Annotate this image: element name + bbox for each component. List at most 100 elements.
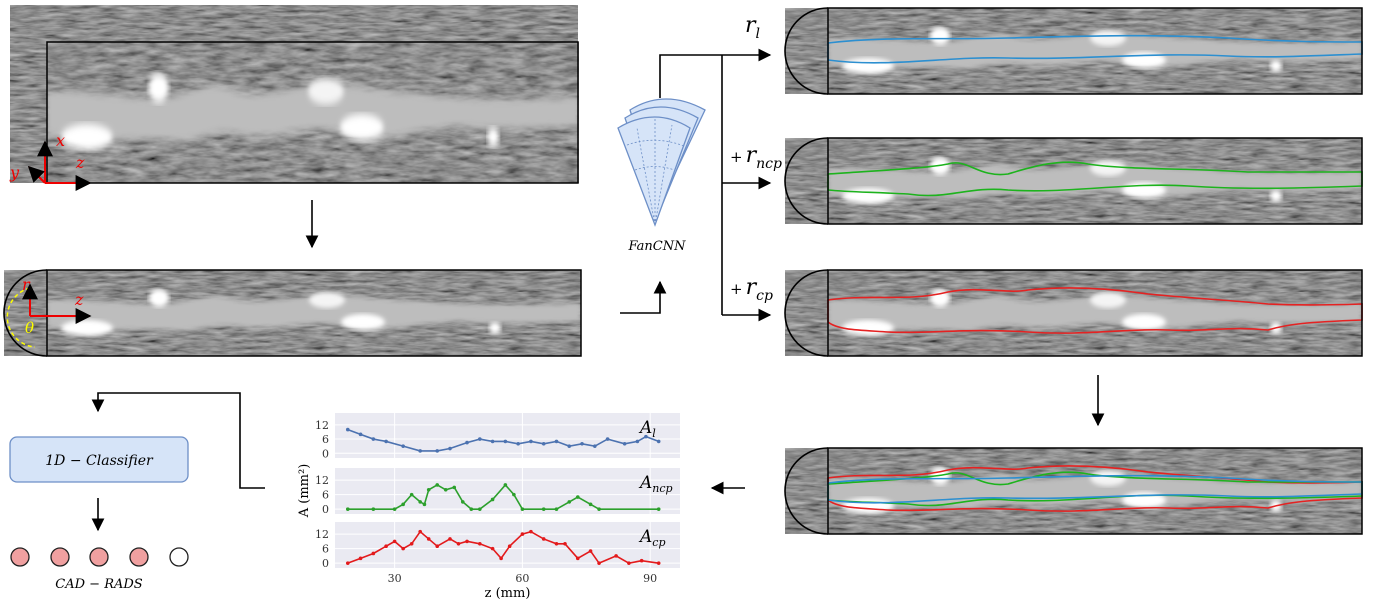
data-point	[461, 500, 465, 504]
y-axis-label: A (mm²)	[297, 464, 312, 519]
data-point	[597, 561, 601, 565]
axis-theta: θ	[25, 319, 34, 337]
y-tick-label: 0	[322, 447, 329, 460]
plot-background	[335, 413, 680, 458]
data-point	[478, 437, 482, 441]
data-point	[636, 440, 640, 444]
data-point	[529, 440, 533, 444]
data-point	[410, 542, 414, 546]
image-cap	[785, 138, 828, 224]
data-point	[465, 540, 469, 544]
data-point	[346, 561, 350, 565]
data-point	[435, 449, 439, 453]
data-point	[555, 440, 559, 444]
data-point	[478, 542, 482, 546]
label-symbol: A	[638, 473, 652, 493]
data-point	[359, 557, 363, 561]
data-point	[491, 440, 495, 444]
image	[828, 8, 1362, 94]
data-point	[393, 540, 397, 544]
data-point	[423, 503, 427, 507]
data-point	[410, 493, 414, 497]
data-point	[529, 530, 533, 534]
data-point	[401, 503, 405, 507]
x-axis-label: z (mm)	[485, 586, 531, 601]
data-point	[452, 486, 456, 490]
data-point	[346, 507, 350, 511]
data-point	[640, 559, 644, 563]
chart-panel: 06 12 Ancp A (mm²)	[297, 464, 680, 519]
data-point	[521, 507, 525, 511]
image	[828, 138, 1362, 224]
segmentations	[785, 8, 1362, 534]
y-tick-label: 0	[322, 557, 329, 570]
y-tick-label: 6	[322, 543, 329, 556]
data-point	[542, 537, 546, 541]
data-point	[491, 498, 495, 502]
label-subscript: ncp	[652, 482, 672, 495]
volume: x z y	[9, 5, 579, 183]
data-point	[444, 488, 448, 492]
data-point	[657, 440, 661, 444]
plot-background	[335, 468, 680, 514]
data-point	[393, 507, 397, 511]
data-point	[589, 503, 593, 507]
data-point	[427, 537, 431, 541]
label-symbol: A	[638, 527, 652, 547]
output-label: +rcp	[730, 275, 773, 304]
data-point	[597, 507, 601, 511]
x-tick-label: 30	[388, 572, 402, 585]
data-point	[614, 554, 618, 558]
data-point	[563, 542, 567, 546]
data-point	[516, 442, 520, 446]
network-label: FanCNN	[628, 239, 687, 254]
data-point	[555, 507, 559, 511]
data-point	[457, 542, 461, 546]
y-tick-label: 6	[322, 489, 329, 502]
data-point	[542, 442, 546, 446]
data-point	[491, 547, 495, 551]
data-point	[521, 532, 525, 536]
output-label: +rncp	[730, 143, 782, 172]
axis-r: r	[22, 275, 31, 294]
y-tick-label: 0	[322, 503, 329, 516]
x-tick-label: 90	[643, 572, 657, 585]
data-point	[384, 544, 388, 548]
data-point	[542, 507, 546, 511]
image-cap	[785, 8, 828, 94]
data-point	[448, 447, 452, 451]
data-point	[606, 437, 610, 441]
data-point	[499, 557, 503, 561]
y-tick-label: 6	[322, 433, 329, 446]
axis-z: z	[75, 153, 85, 172]
data-point	[627, 561, 631, 565]
y-tick-label: 12	[315, 474, 329, 487]
data-point	[401, 547, 405, 551]
data-point	[401, 444, 405, 448]
axis-x: x	[56, 131, 65, 150]
figure: x z y r z θ FanCNN rl +rncp +rcp 1D − Cl…	[0, 0, 1385, 604]
fancnn-icon	[618, 99, 705, 225]
data-point	[372, 552, 376, 556]
data-point	[469, 507, 473, 511]
arrow	[620, 282, 660, 313]
data-point	[567, 500, 571, 504]
data-point	[576, 495, 580, 499]
data-point	[372, 437, 376, 441]
data-point	[580, 442, 584, 446]
data-point	[384, 440, 388, 444]
data-point	[512, 493, 516, 497]
class-dots	[11, 548, 188, 566]
data-point	[576, 557, 580, 561]
data-point	[418, 449, 422, 453]
data-point	[418, 500, 422, 504]
data-point	[555, 542, 559, 546]
classes-label: CAD − RADS	[55, 577, 143, 592]
data-point	[504, 483, 508, 487]
segmentation-image	[785, 138, 1362, 224]
y-tick-label: 12	[315, 528, 329, 541]
data-point	[418, 530, 422, 534]
data-point	[504, 440, 508, 444]
